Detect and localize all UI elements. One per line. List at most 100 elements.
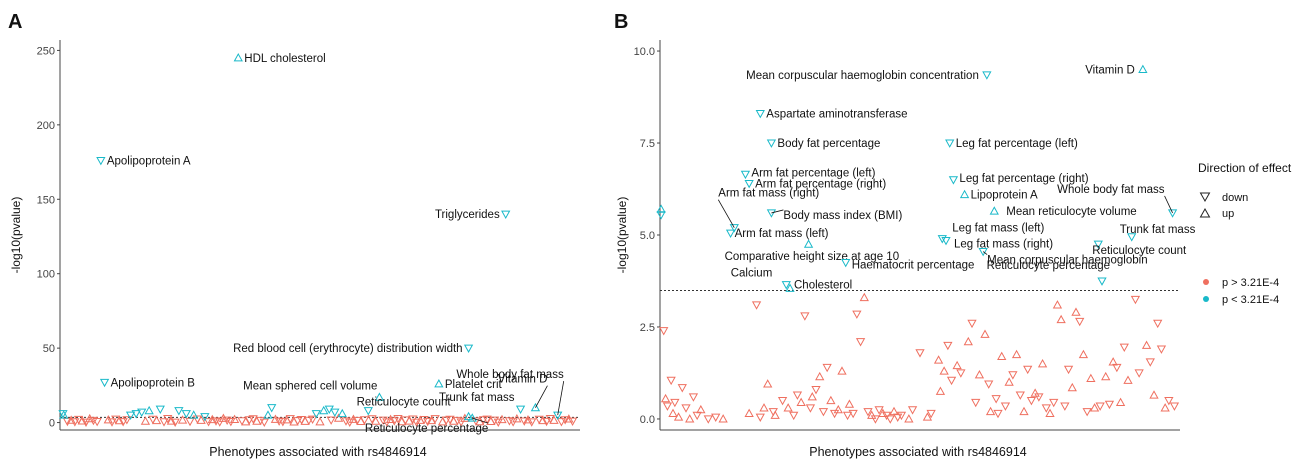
panel-b-point-nonsig	[685, 414, 695, 423]
panel-a-point-sig	[59, 410, 69, 419]
panel-b-point-labeled	[755, 110, 765, 119]
panel-a-point-nonsig	[512, 414, 522, 423]
panel-a-point-nonsig	[523, 415, 533, 424]
panel-a-point-nonsig	[226, 417, 236, 427]
panel-b-point-nonsig	[796, 397, 806, 406]
panel-b-point-nonsig	[956, 369, 966, 378]
panel-b-point-nonsig	[980, 329, 990, 338]
panel-a-x-axis-label: Phenotypes associated with rs4846914	[209, 445, 427, 459]
panel-a-point-nonsig	[326, 416, 336, 425]
panel-b-point-sig	[656, 211, 666, 220]
panel-a-point-labeled	[434, 379, 444, 388]
panel-a-point-nonsig	[385, 414, 396, 423]
panel-a-point-sig	[319, 405, 329, 415]
panel-a-point-nonsig	[456, 418, 466, 427]
panel-b-point-labeled	[803, 239, 814, 248]
panel-a-point-sig	[181, 410, 191, 419]
panel-b-point-labeled	[725, 229, 736, 238]
panel-a-point-labeled	[96, 157, 106, 166]
panel-a-point-nonsig	[237, 417, 247, 426]
panel-a-point-nonsig	[62, 417, 73, 427]
panel-b-point-nonsig	[1011, 349, 1022, 359]
panel-b-point-labeled	[937, 235, 947, 244]
panel-a-point-labeled	[467, 413, 477, 422]
panel-a-point-nonsig	[285, 415, 295, 424]
panel-b-point-nonsig	[1015, 391, 1025, 400]
panel-b-y-tick-label: 5.0	[640, 230, 655, 242]
panel-b-point-label: Body mass index (BMI)	[783, 210, 902, 222]
panel-b-point-nonsig	[974, 369, 985, 379]
panel-a-point-nonsig	[411, 418, 422, 427]
panel-b-point-nonsig	[993, 409, 1003, 419]
panel-b-point-nonsig	[963, 336, 973, 346]
panel-b-point-nonsig	[867, 410, 877, 419]
panel-a-plot: 0 50 100 150 200 250 HDL cholesterol Apolipopro…	[37, 40, 580, 435]
panel-b-point-nonsig	[1112, 363, 1122, 373]
panel-a-point-nonsig	[527, 418, 537, 427]
panel-b-point-nonsig	[878, 408, 888, 417]
panel-b-point-label: Arm fat percentage (right)	[755, 178, 886, 190]
panel-b-point-labeled	[766, 139, 777, 148]
panel-a-point-nonsig	[203, 418, 214, 427]
panel-b-point-labeled	[729, 224, 739, 233]
panel-b-point-labeled	[1127, 233, 1137, 242]
panel-a-point-label: Vitamin D	[498, 374, 548, 386]
panel-a-point-sig	[189, 410, 199, 419]
panel-b-point-nonsig	[751, 301, 762, 310]
panel-b-point-labeled	[978, 248, 988, 257]
panel-a-point-label: Red blood cell (erythrocyte) distributio…	[233, 343, 462, 355]
panel-b-point-nonsig	[1019, 406, 1029, 416]
panel-b-point-nonsig	[800, 312, 810, 321]
panel-b-point-nonsig	[984, 380, 994, 389]
panel-b-point-label: Aspartate aminotransferase	[766, 109, 907, 121]
panel-b-point-nonsig	[904, 414, 914, 423]
panel-b-point-labeled	[982, 71, 992, 80]
panel-b-y-tick-label: 7.5	[640, 138, 655, 150]
panel-b-point-label: Arm fat percentage (left)	[751, 167, 875, 179]
panel-b-point-nonsig	[833, 404, 843, 414]
panel-a-point-labeled	[99, 378, 110, 388]
panel-b-point-nonsig	[711, 413, 721, 422]
panel-a-point-labeled	[530, 402, 541, 412]
panel-b-point-label: Leg fat percentage (left)	[956, 138, 1078, 150]
panel-a-point-nonsig	[333, 413, 344, 422]
panel-b-y-tick-label: 10.0	[634, 46, 655, 58]
panel-b-point-nonsig	[1056, 314, 1066, 324]
panel-b-plot: 0.0 2.5 5.0 7.5 10.0 Mean corpuscular haemogl…	[634, 40, 1196, 431]
panel-b-point-nonsig	[673, 412, 684, 421]
panel-b-point-label: Cholesterol	[794, 279, 852, 291]
panel-a-point-nonsig	[211, 417, 221, 426]
panel-b-point-labeled	[1093, 240, 1103, 250]
panel-a-point-sig	[137, 408, 147, 417]
panel-a-point-labeled	[515, 405, 526, 414]
panel-a-point-nonsig	[304, 416, 314, 426]
panel-b-point-nonsig	[1026, 397, 1037, 406]
panel-b-y-tick-label: 0.0	[640, 414, 655, 426]
panel-b-point-nonsig	[759, 403, 769, 412]
panel-b-label: B	[614, 11, 628, 33]
panel-a-point-label: Trunk fat mass	[439, 392, 515, 404]
panel-b-point-nonsig	[1052, 300, 1063, 309]
panel-a-point-nonsig	[519, 417, 529, 426]
panel-a-point-nonsig	[541, 417, 552, 427]
panel-b: B 0.0 2.5 5.0 7.5 10.0 Mean corpuscular haemo…	[614, 11, 1196, 459]
panel-a-point-nonsig	[218, 413, 229, 422]
panel-a-point-nonsig	[549, 415, 559, 424]
panel-a-point-labeled	[463, 411, 474, 421]
panel-a-point-nonsig	[482, 415, 492, 424]
panel-a: A 0 50 100 150 200 250 HDL cholesterol Apolipop…	[8, 11, 580, 459]
panel-b-point-nonsig	[885, 415, 895, 424]
panel-b-point-nonsig	[935, 386, 946, 395]
panel-b-point-nonsig	[763, 379, 773, 388]
panel-a-point-nonsig	[140, 416, 151, 425]
panel-a-point-nonsig	[107, 418, 117, 427]
panel-b-point-nonsig	[792, 391, 803, 400]
panel-a-point-nonsig	[538, 415, 548, 425]
panel-b-point-label: Leg fat percentage (right)	[959, 173, 1088, 185]
panel-a-point-nonsig	[77, 416, 87, 425]
panel-b-point-label: Leg fat mass (right)	[954, 239, 1053, 251]
panel-b-point-label: Reticulocyte count	[1092, 245, 1187, 257]
panel-b-point-label: Mean reticulocyte volume	[1006, 206, 1136, 218]
panel-b-point-nonsig	[1071, 307, 1081, 316]
panel-b-label-leader-line	[1164, 195, 1173, 214]
